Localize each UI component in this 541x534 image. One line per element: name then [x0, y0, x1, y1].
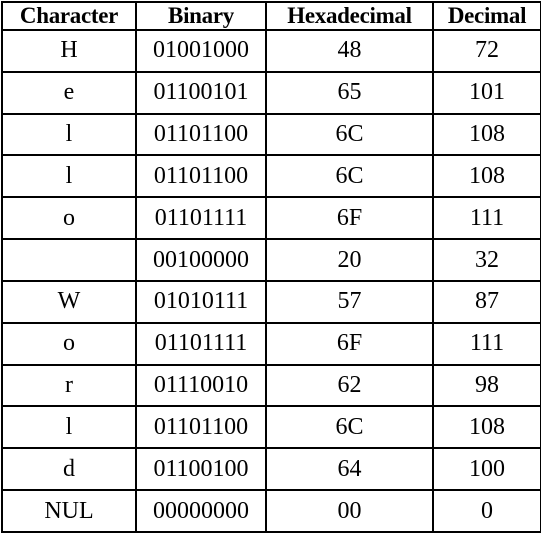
cell-hexadecimal: 00 [265, 489, 434, 533]
table-row: 00100000 20 32 [1, 238, 541, 282]
cell-decimal: 98 [432, 363, 541, 408]
cell-decimal: 108 [432, 405, 541, 450]
cell-decimal: 32 [432, 238, 541, 282]
table-body: H 01001000 48 72 e 01100101 65 101 l 011… [1, 29, 541, 533]
table-row: r 01110010 62 98 [1, 363, 541, 408]
cell-character: o [1, 196, 137, 241]
cell-decimal: 87 [432, 279, 541, 324]
header-decimal: Decimal [432, 1, 541, 31]
cell-binary: 01110010 [135, 363, 267, 408]
table-row: H 01001000 48 72 [1, 29, 541, 73]
cell-character: NUL [1, 489, 137, 533]
cell-decimal: 0 [432, 489, 541, 533]
cell-decimal: 100 [432, 447, 541, 492]
cell-character: l [1, 154, 137, 199]
table-row: NUL 00000000 00 0 [1, 489, 541, 533]
cell-hexadecimal: 6F [265, 321, 434, 366]
cell-hexadecimal: 6C [265, 154, 434, 199]
cell-hexadecimal: 64 [265, 447, 434, 492]
table-row: l 01101100 6C 108 [1, 112, 541, 157]
cell-character: e [1, 70, 137, 115]
cell-binary: 00000000 [135, 489, 267, 533]
cell-character [1, 238, 137, 282]
table-row: o 01101111 6F 111 [1, 321, 541, 366]
cell-binary: 01100101 [135, 70, 267, 115]
cell-binary: 01101111 [135, 321, 267, 366]
cell-decimal: 101 [432, 70, 541, 115]
cell-binary: 01101100 [135, 112, 267, 157]
table-row: l 01101100 6C 108 [1, 154, 541, 199]
cell-decimal: 111 [432, 196, 541, 241]
cell-character: l [1, 112, 137, 157]
table-row: W 01010111 57 87 [1, 279, 541, 324]
cell-binary: 01101100 [135, 154, 267, 199]
cell-decimal: 111 [432, 321, 541, 366]
cell-hexadecimal: 6C [265, 405, 434, 450]
cell-binary: 01101111 [135, 196, 267, 241]
cell-hexadecimal: 6F [265, 196, 434, 241]
cell-hexadecimal: 62 [265, 363, 434, 408]
cell-binary: 01100100 [135, 447, 267, 492]
cell-decimal: 108 [432, 154, 541, 199]
header-binary: Binary [135, 1, 267, 31]
cell-hexadecimal: 20 [265, 238, 434, 282]
header-hexadecimal: Hexadecimal [265, 1, 434, 31]
cell-hexadecimal: 6C [265, 112, 434, 157]
header-row: Character Binary Hexadecimal Decimal [1, 1, 541, 31]
cell-character: o [1, 321, 137, 366]
table-row: o 01101111 6F 111 [1, 196, 541, 241]
table-row: d 01100100 64 100 [1, 447, 541, 492]
cell-character: r [1, 363, 137, 408]
table-row: e 01100101 65 101 [1, 70, 541, 115]
cell-character: H [1, 29, 137, 73]
cell-hexadecimal: 65 [265, 70, 434, 115]
cell-binary: 01101100 [135, 405, 267, 450]
cell-binary: 01001000 [135, 29, 267, 73]
cell-decimal: 72 [432, 29, 541, 73]
header-character: Character [1, 1, 137, 31]
cell-character: W [1, 279, 137, 324]
cell-hexadecimal: 57 [265, 279, 434, 324]
cell-hexadecimal: 48 [265, 29, 434, 73]
table-row: l 01101100 6C 108 [1, 405, 541, 450]
cell-binary: 01010111 [135, 279, 267, 324]
cell-binary: 00100000 [135, 238, 267, 282]
cell-character: l [1, 405, 137, 450]
cell-character: d [1, 447, 137, 492]
cell-decimal: 108 [432, 112, 541, 157]
